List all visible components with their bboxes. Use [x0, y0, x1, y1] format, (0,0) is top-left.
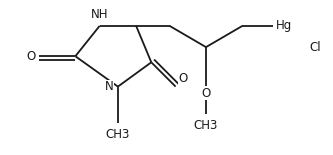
- Text: O: O: [27, 50, 36, 63]
- Text: O: O: [178, 72, 188, 85]
- Text: NH: NH: [91, 8, 109, 21]
- Text: O: O: [201, 87, 210, 100]
- Text: N: N: [105, 80, 113, 93]
- Text: Hg: Hg: [276, 19, 292, 32]
- Text: Cl: Cl: [309, 41, 321, 54]
- Text: CH3: CH3: [106, 128, 130, 141]
- Text: CH3: CH3: [194, 119, 218, 131]
